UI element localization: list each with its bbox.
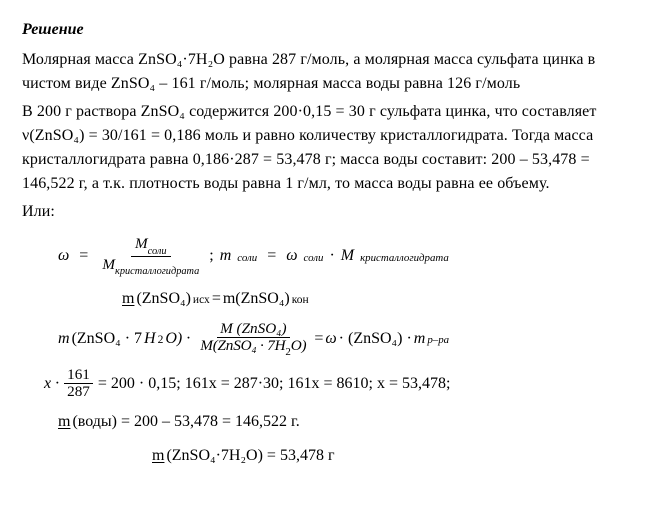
rest-eq: = 200 · 0,15; 161x = 287·30; 161x = 8610… [98, 372, 451, 396]
fraction-1: Mсоли Mкристаллогидрата [98, 236, 203, 277]
omega-sub: соли [304, 250, 324, 266]
para-2: В 200 г раствора ZnSO₄ содержится 200·0,… [22, 100, 630, 196]
eq-sign: = [75, 244, 92, 268]
h2-sub: 2 [158, 332, 164, 349]
omega-3: ω [325, 327, 336, 351]
znso4-right: m(ZnSO₄) [223, 287, 290, 311]
den-sub: кристаллогидрата [115, 266, 199, 277]
formula-omega-def: ω = Mсоли Mкристаллогидрата ; mсоли = ωс… [58, 236, 630, 277]
O-it: O) · [165, 327, 190, 351]
M-krist: M [341, 244, 354, 268]
num-161: 161 [64, 367, 93, 384]
dot: · [329, 244, 334, 268]
isx-sub: исх [193, 292, 210, 309]
m-hydrate: m [58, 327, 70, 351]
M-krist-sub: кристаллогидрата [360, 250, 449, 266]
x-var: x · [44, 372, 59, 396]
para-1: Молярная масса ZnSO₄·7H₂O равна 287 г/мо… [22, 48, 630, 96]
eq-4: = [314, 327, 323, 351]
or-label: Или: [22, 200, 630, 224]
formula-mass-balance: m(ZnSO₄)исх = m(ZnSO₄)кон [122, 287, 630, 311]
eq-sign-2: = [263, 244, 280, 268]
m-under-2: m [58, 410, 70, 434]
m-sub: соли [237, 250, 257, 266]
den-287: 287 [64, 384, 93, 400]
znso4-left: (ZnSO₄) [136, 287, 190, 311]
omega-arg: · (ZnSO₄) · [339, 327, 412, 351]
heading: Решение [22, 18, 630, 42]
fraction-2: M (ZnSO₄) M(ZnSO₄ · 7H2O) [197, 321, 309, 357]
pra-sub: р–ра [427, 332, 449, 348]
arg-open: (ZnSO₄ · 7 [72, 327, 142, 351]
m-var: m [220, 244, 232, 268]
H-it: H [144, 327, 156, 351]
num-M: M [135, 235, 148, 252]
den-H: H [275, 337, 286, 354]
m-under: m [122, 287, 134, 311]
den-M: M [102, 256, 115, 273]
omega: ω [58, 244, 69, 268]
m-pra: m [414, 327, 426, 351]
num-mznso4: M (ZnSO₄) [220, 320, 286, 337]
semicolon: ; [209, 244, 213, 268]
result-text: (ZnSO₄·7H₂O) = 53,478 г [166, 444, 334, 468]
den-h-sub: 2 [285, 346, 290, 358]
formula-water-mass: m(воды) = 200 – 53,478 = 146,522 г. [58, 410, 630, 434]
den-o: O) [291, 337, 307, 354]
formula-solve-x: x · 161 287 = 200 · 0,15; 161x = 287·30;… [44, 367, 630, 400]
eq-3: = [212, 287, 221, 311]
den-pre: M(ZnSO₄ · 7 [200, 337, 274, 354]
m-under-3: m [152, 444, 164, 468]
num-sub: соли [148, 246, 167, 257]
omega-2: ω [286, 244, 297, 268]
formula-hydrate: m (ZnSO₄ · 7H2O) · M (ZnSO₄) M(ZnSO₄ · 7… [58, 321, 630, 357]
fraction-3: 161 287 [64, 367, 93, 400]
water-eq: (воды) = 200 – 53,478 = 146,522 г. [72, 410, 299, 434]
kon-sub: кон [292, 292, 309, 309]
formula-result: m(ZnSO₄·7H₂O) = 53,478 г [152, 444, 630, 468]
